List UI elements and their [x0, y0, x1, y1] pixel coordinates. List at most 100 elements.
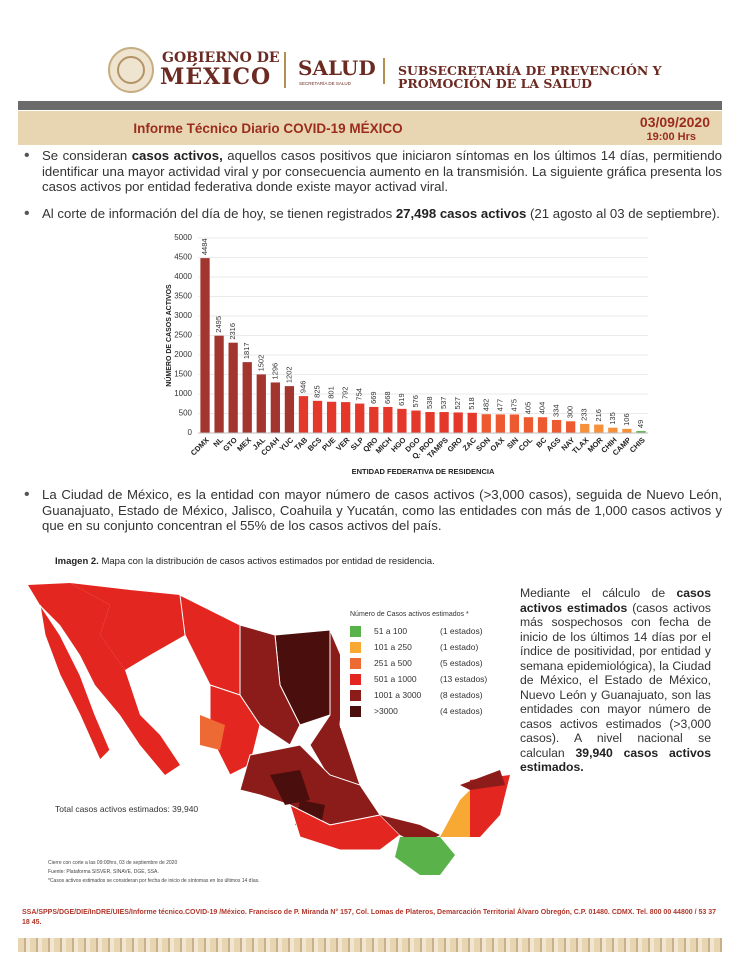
text-segment: 27,498 casos activos [395, 206, 527, 221]
gob-line2: MÉXICO [160, 64, 272, 90]
bar [383, 406, 393, 433]
state-shape [470, 775, 510, 837]
bar [425, 412, 435, 433]
x-tick-label: ZAC [461, 435, 479, 453]
text-segment: casos activos, [131, 148, 223, 163]
value-label: 216 [594, 409, 603, 422]
legend-range: 251 a 500 [374, 658, 412, 668]
note: Cierre con corte a las 09:00hrs, 03 de s… [48, 860, 178, 866]
bar [355, 403, 365, 433]
text-segment: Imagen 2. [55, 556, 99, 567]
x-tick-label: CDMX [189, 435, 211, 457]
bullet: Al corte de información del día de hoy, … [24, 206, 722, 222]
text-segment: Mapa con la distribución de casos activo… [98, 556, 435, 567]
value-label: 482 [481, 399, 490, 412]
value-label: 518 [467, 397, 476, 410]
bar [523, 417, 534, 433]
text-segment: aquellos casos positivos que iniciaron s… [42, 148, 722, 194]
band-title: Informe Técnico Diario COVID-19 MÉXICO [133, 121, 403, 136]
state-shape [28, 583, 180, 775]
y-axis-title: NÚMERO DE CASOS ACTIVOS [164, 284, 173, 387]
legend-row: >3000 (4 estados) [350, 705, 510, 721]
bar [453, 412, 463, 433]
bar [537, 417, 548, 433]
y-tick-label: 4000 [174, 272, 192, 281]
state-shape [289, 804, 401, 851]
value-label: 135 [608, 412, 617, 425]
legend-range: >3000 [374, 706, 398, 716]
legend-swatch [350, 690, 361, 701]
legend-box [340, 603, 505, 728]
legend-count: (8 estados) [440, 690, 483, 700]
state-shape [39, 604, 111, 761]
header-graphics [18, 47, 722, 110]
value-label: 477 [495, 399, 504, 412]
legend-row: 51 a 100 (1 estados) [350, 625, 510, 641]
legend-swatch [350, 706, 361, 717]
x-tick-label: PUE [320, 435, 337, 452]
bar [580, 423, 590, 433]
legend-row: 251 a 500 (5 estados) [350, 657, 510, 673]
bar [256, 374, 266, 433]
x-tick-label: OAX [488, 435, 506, 453]
legend-count: (1 estado) [440, 642, 479, 652]
map-total: Total casos activos estimados: 39,940 [55, 804, 199, 814]
bar [622, 428, 632, 433]
state-shape [200, 715, 225, 750]
value-label: 527 [453, 397, 462, 410]
legend-range: 501 a 1000 [374, 674, 417, 684]
value-label: 1817 [242, 342, 251, 359]
text-segment: La Ciudad de México, es la entidad con m… [42, 487, 722, 533]
value-label: 537 [439, 397, 448, 410]
bullet: La Ciudad de México, es la entidad con m… [24, 487, 722, 534]
value-label: 334 [552, 404, 561, 417]
gray-bar [18, 101, 722, 110]
bar [636, 431, 646, 433]
y-tick-label: 1500 [174, 370, 192, 379]
legend-count: (5 estados) [440, 658, 483, 668]
band-date: 03/09/2020 [639, 114, 710, 130]
value-label: 619 [397, 393, 406, 406]
value-label: 825 [313, 385, 322, 398]
bar [326, 401, 337, 433]
title-band [18, 111, 722, 145]
salud-sub: SECRETARÍA DE SALUD [299, 81, 351, 86]
legend-count: (1 estados) [440, 626, 483, 636]
value-label: 538 [425, 397, 434, 410]
bar [270, 382, 280, 433]
legend-swatch [350, 674, 361, 685]
sub-line1: SUBSECRETARÍA DE PREVENCIÓN Y [398, 63, 662, 78]
x-tick-label: COL [517, 435, 535, 453]
x-tick-label: MEX [235, 435, 253, 453]
map-notes: Cierre con corte a las 09:00hrs, 03 de s… [48, 859, 260, 886]
bar [608, 427, 618, 433]
x-tick-label: AGS [545, 435, 563, 453]
y-tick-label: 3000 [174, 311, 192, 320]
legend-range: 51 a 100 [374, 626, 408, 636]
bar [242, 362, 252, 433]
value-label: 1202 [284, 366, 293, 383]
text-segment: 39,940 casos activos estimados. [520, 745, 711, 775]
legend-swatch [350, 658, 361, 669]
legend-range: 1001 a 3000 [374, 690, 422, 700]
bullet: Se consideran casos activos, aquellos ca… [24, 148, 722, 195]
note: *Casos activos estimados se consideran p… [48, 878, 260, 884]
legend-swatch [350, 642, 361, 653]
x-tick-label: SON [474, 435, 492, 453]
band-time: 19:00 Hrs [646, 131, 696, 143]
legend-count: (4 estados) [440, 706, 483, 716]
text-segment: Se consideran [42, 148, 132, 163]
value-label: 946 [298, 381, 307, 394]
value-label: 404 [538, 402, 547, 415]
value-label: 792 [341, 387, 350, 400]
legend-row: 1001 a 3000 (8 estados) [350, 689, 510, 705]
seal [108, 47, 154, 93]
bar [481, 414, 491, 433]
bar [341, 402, 351, 433]
legend-swatch [350, 626, 361, 637]
side-text: Mediante el cálculo de casos activos est… [520, 586, 711, 775]
value-label: 233 [580, 408, 589, 421]
y-tick-label: 5000 [174, 233, 192, 242]
legend-title: Número de Casos activos estimados * [350, 611, 469, 618]
